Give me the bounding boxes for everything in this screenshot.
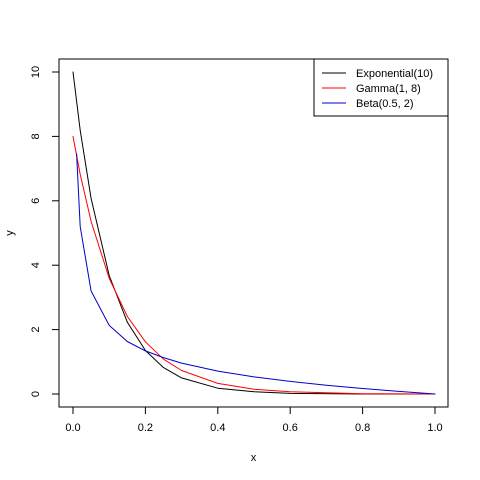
x-tick-label: 0.6 (283, 422, 298, 434)
y-tick-label: 2 (30, 327, 42, 333)
series-line-2 (72, 135, 436, 395)
series-line-3 (76, 153, 436, 395)
legend-label: Beta(0.5, 2) (356, 98, 413, 110)
x-tick-label: 0.8 (355, 422, 370, 434)
y-axis: 0 2 4 6 8 10 (30, 66, 60, 397)
x-tick-label: 0.2 (138, 422, 153, 434)
x-axis: 0.0 0.2 0.4 0.6 0.8 1.0 (65, 406, 443, 434)
x-tick-label: 0.4 (210, 422, 225, 434)
legend: Exponential(10) Gamma(1, 8) Beta(0.5, 2) (313, 58, 449, 117)
legend-label: Exponential(10) (356, 68, 433, 80)
series-line-1 (72, 71, 436, 395)
y-tick-label: 10 (30, 66, 42, 78)
curves (72, 71, 436, 395)
y-tick-label: 8 (30, 133, 42, 139)
y-tick-label: 4 (30, 262, 42, 268)
x-tick-label: 0.0 (65, 422, 80, 434)
y-axis-label: y (4, 230, 16, 236)
y-tick-label: 6 (30, 198, 42, 204)
y-tick-label: 0 (30, 391, 42, 397)
x-tick-label: 1.0 (427, 422, 442, 434)
legend-label: Gamma(1, 8) (356, 83, 421, 95)
x-axis-label: x (251, 452, 257, 464)
